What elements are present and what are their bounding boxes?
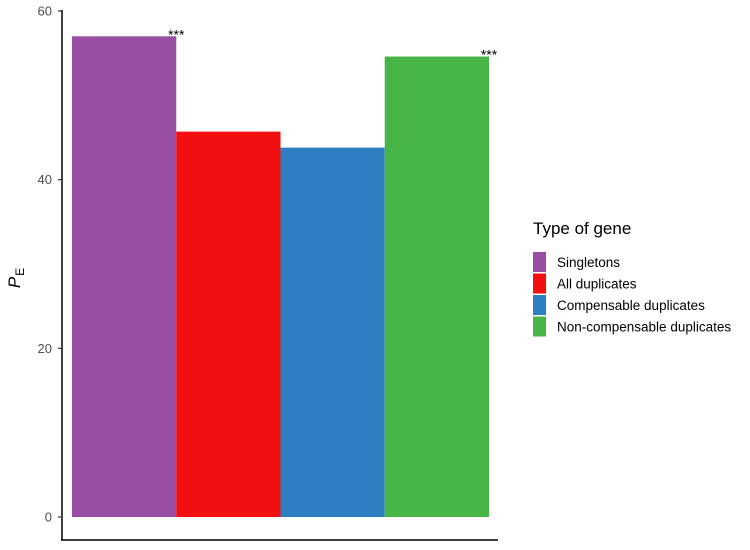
bar-compensable-duplicates [280,147,385,517]
bar-all-duplicates [176,131,281,517]
y-tick-label: 20 [38,341,52,356]
significance-annotation-non-compensable-duplicates: *** [481,47,498,63]
bar-non-compensable-duplicates [384,56,489,517]
y-tick-label: 60 [38,4,52,19]
annotations-group: *** *** [168,26,498,62]
y-axis-label-main: P [5,276,24,288]
legend: Type of gene Singletons All duplicates Com… [533,219,731,337]
bars-group [72,36,489,518]
y-axis-title: PE [5,268,27,288]
legend-swatch-singletons [533,252,546,272]
legend-swatch-non-compensable-duplicates [533,316,546,337]
legend-label-compensable-duplicates: Compensable duplicates [557,298,705,313]
legend-label-non-compensable-duplicates: Non-compensable duplicates [557,320,731,335]
legend-title: Type of gene [533,219,631,238]
bar-singletons [72,36,177,518]
y-ticks-group: 0 20 40 60 [38,4,62,525]
y-tick-label: 0 [45,510,52,525]
legend-label-all-duplicates: All duplicates [557,277,637,292]
legend-swatch-compensable-duplicates [533,295,546,315]
significance-annotation-singletons: *** [168,26,185,42]
legend-swatch-all-duplicates [533,273,546,294]
y-axis-label-subscript: E [13,268,27,276]
y-tick-label: 40 [38,172,52,187]
legend-label-singletons: Singletons [557,255,620,270]
svg-text:PE: PE [5,268,27,288]
